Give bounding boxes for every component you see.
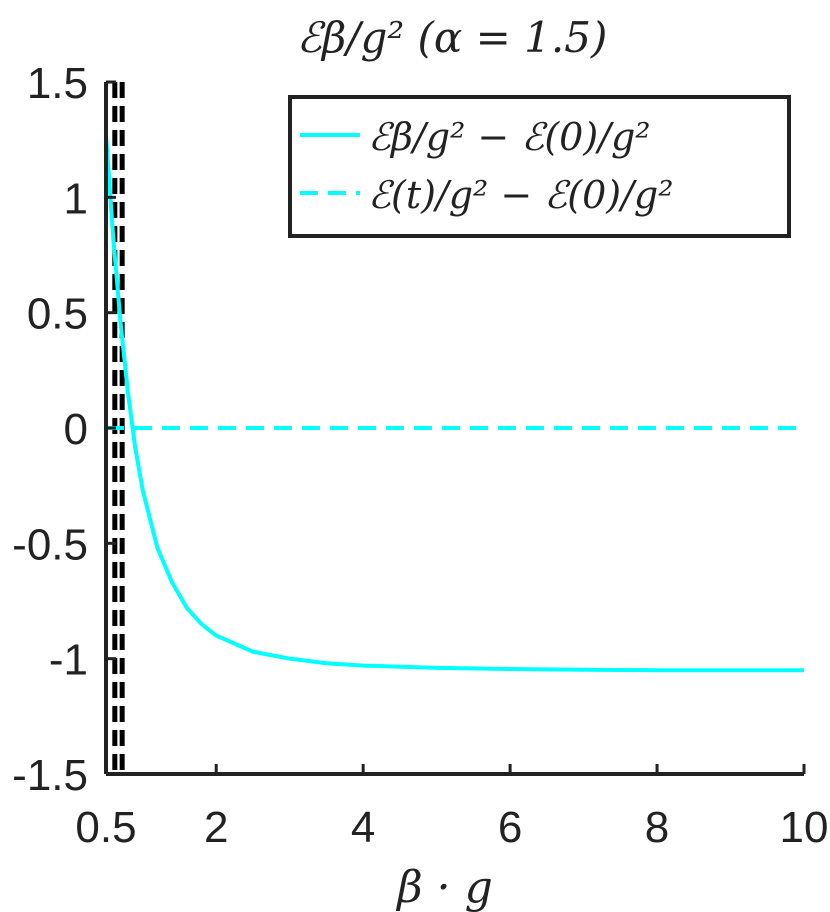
y-tick-label: 1 (64, 174, 88, 223)
x-tick-label: 4 (351, 803, 375, 852)
y-tick-label: 0 (64, 405, 88, 454)
x-tick-label: 6 (498, 803, 522, 852)
y-tick-label: -1.5 (12, 751, 88, 800)
y-ticks: -1.5 -1 -0.5 0 0.5 1 1.5 (12, 59, 116, 800)
legend-label-2: ℰ(t)/g² − ℰ(0)/g² (368, 173, 673, 217)
series-line-1 (106, 134, 804, 673)
y-tick-label: -0.5 (12, 520, 88, 569)
legend-items: ℰβ/g² − ℰ(0)/g² ℰ(t)/g² − ℰ(0)/g² (300, 115, 673, 217)
legend-box (288, 95, 791, 238)
y-tick-label: 1.5 (27, 59, 88, 108)
x-tick-label: 0.5 (75, 803, 136, 852)
legend-label-1: ℰβ/g² − ℰ(0)/g² (368, 115, 651, 159)
axes: 0.5 2 4 6 8 10 -1.5 -1 -0.5 0 0.5 1 1.5 (12, 59, 828, 852)
legend: ℰβ/g² − ℰ(0)/g² ℰ(t)/g² − ℰ(0)/g² (288, 95, 791, 238)
x-tick-label: 10 (780, 803, 829, 852)
x-tick-label: 8 (645, 803, 669, 852)
x-ticks: 0.5 2 4 6 8 10 (75, 764, 828, 852)
y-tick-label: -1 (49, 636, 88, 685)
x-axis-label: β · g (395, 862, 493, 912)
series-lines (106, 134, 804, 673)
x-tick-label: 2 (204, 803, 228, 852)
y-tick-label: 0.5 (27, 290, 88, 339)
chart-title: ℰβ/g² (α = 1.5) (297, 13, 608, 62)
